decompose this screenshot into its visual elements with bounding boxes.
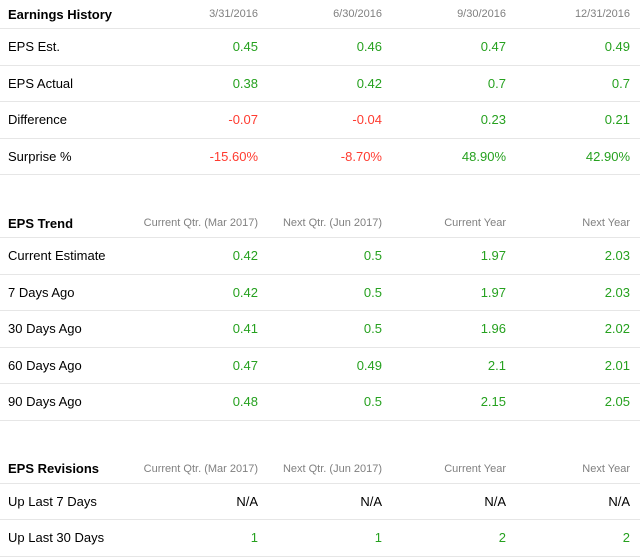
- column-header: 6/30/2016: [333, 8, 382, 20]
- cell-value: 2.03: [604, 284, 630, 300]
- cell-value: 0.7: [611, 75, 630, 91]
- cell-value: 2.02: [604, 321, 630, 337]
- cell-value: 2.15: [480, 394, 506, 410]
- table-row: 30 Days Ago 0.41 0.5 1.96 2.02: [0, 311, 640, 348]
- column-header: 9/30/2016: [457, 8, 506, 20]
- row-label: Difference: [8, 112, 68, 128]
- eps-trend-title: EPS Trend: [8, 215, 74, 231]
- cell-value: 1.97: [480, 284, 506, 300]
- cell-value: 0.46: [356, 39, 382, 55]
- cell-value: 2: [622, 530, 630, 546]
- cell-value: 2.1: [487, 357, 506, 373]
- cell-value: 0.21: [604, 112, 630, 128]
- row-label: Surprise %: [8, 148, 72, 164]
- column-header: Next Qtr. (Jun 2017): [282, 462, 382, 475]
- earnings-history-header: Earnings History 3/31/2016 6/30/2016 9/3…: [0, 0, 640, 29]
- cell-value: N/A: [236, 493, 258, 509]
- row-label: 90 Days Ago: [8, 394, 82, 410]
- cell-value: 1.97: [480, 248, 506, 264]
- cell-value: -0.04: [352, 112, 382, 128]
- cell-value: 0.5: [363, 248, 382, 264]
- cell-value: 0.41: [232, 321, 258, 337]
- cell-value: 48.90%: [461, 148, 506, 164]
- row-label: EPS Actual: [8, 75, 74, 91]
- table-row: Up Last 7 Days N/A N/A N/A N/A: [0, 484, 640, 520]
- cell-value: 0.45: [232, 39, 258, 55]
- table-row: Current Estimate 0.42 0.5 1.97 2.03: [0, 238, 640, 275]
- column-header: Current Qtr. (Mar 2017): [143, 217, 258, 229]
- cell-value: 2.05: [604, 394, 630, 410]
- cell-value: -8.70%: [340, 148, 382, 164]
- row-label: 30 Days Ago: [8, 321, 82, 337]
- section-spacer: [0, 175, 640, 209]
- cell-value: 42.90%: [585, 148, 630, 164]
- eps-trend-header: EPS Trend Current Qtr. (Mar 2017) Next Q…: [0, 209, 640, 238]
- cell-value: 0.5: [363, 321, 382, 337]
- cell-value: 0.42: [232, 284, 258, 300]
- table-row: EPS Est. 0.45 0.46 0.47 0.49: [0, 29, 640, 66]
- section-spacer: [0, 421, 640, 455]
- cell-value: 0.49: [604, 39, 630, 55]
- cell-value: 0.47: [480, 39, 506, 55]
- cell-value: 2: [498, 530, 506, 546]
- cell-value: -0.07: [228, 112, 258, 128]
- earnings-history-table: Earnings History 3/31/2016 6/30/2016 9/3…: [0, 0, 640, 175]
- column-header: Current Qtr. (Mar 2017): [143, 462, 258, 475]
- row-label: 7 Days Ago: [8, 284, 75, 300]
- eps-trend-table: EPS Trend Current Qtr. (Mar 2017) Next Q…: [0, 209, 640, 421]
- eps-revisions-header: EPS Revisions Current Qtr. (Mar 2017) Ne…: [0, 455, 640, 484]
- column-header: Current Year: [444, 217, 506, 229]
- cell-value: 2.03: [604, 248, 630, 264]
- cell-value: 0.47: [232, 357, 258, 373]
- cell-value: N/A: [484, 493, 506, 509]
- table-row: 60 Days Ago 0.47 0.49 2.1 2.01: [0, 348, 640, 384]
- cell-value: -15.60%: [209, 148, 258, 164]
- cell-value: 1: [250, 530, 258, 546]
- table-row: 90 Days Ago 0.48 0.5 2.15 2.05: [0, 384, 640, 421]
- column-header: Next Year: [582, 462, 630, 475]
- column-header: 12/31/2016: [574, 8, 630, 20]
- row-label: Up Last 7 Days: [8, 493, 97, 509]
- column-header: Current Year: [444, 462, 506, 475]
- cell-value: N/A: [608, 493, 630, 509]
- cell-value: 0.7: [487, 75, 506, 91]
- table-row: Difference -0.07 -0.04 0.23 0.21: [0, 102, 640, 139]
- cell-value: N/A: [360, 493, 382, 509]
- column-header: Next Year: [582, 217, 630, 229]
- row-label: Current Estimate: [8, 248, 106, 264]
- cell-value: 0.5: [363, 394, 382, 410]
- cell-value: 1: [374, 530, 382, 546]
- row-label: Up Last 30 Days: [8, 530, 105, 546]
- cell-value: 1.96: [480, 321, 506, 337]
- row-label: 60 Days Ago: [8, 357, 82, 373]
- table-row: 7 Days Ago 0.42 0.5 1.97 2.03: [0, 275, 640, 311]
- earnings-history-title: Earnings History: [8, 6, 113, 22]
- cell-value: 0.48: [232, 394, 258, 410]
- table-row: EPS Actual 0.38 0.42 0.7 0.7: [0, 66, 640, 102]
- cell-value: 2.01: [604, 357, 630, 373]
- cell-value: 0.5: [363, 284, 382, 300]
- eps-revisions-title: EPS Revisions: [8, 461, 100, 476]
- cell-value: 0.23: [480, 112, 506, 128]
- column-header: 3/31/2016: [209, 8, 258, 20]
- table-row: Up Last 30 Days 1 1 2 2: [0, 520, 640, 557]
- cell-value: 0.49: [356, 357, 382, 373]
- eps-revisions-table: EPS Revisions Current Qtr. (Mar 2017) Ne…: [0, 455, 640, 557]
- row-label: EPS Est.: [8, 39, 61, 55]
- cell-value: 0.42: [232, 248, 258, 264]
- column-header: Next Qtr. (Jun 2017): [282, 217, 382, 229]
- table-row: Surprise % -15.60% -8.70% 48.90% 42.90%: [0, 139, 640, 175]
- cell-value: 0.42: [356, 75, 382, 91]
- cell-value: 0.38: [232, 75, 258, 91]
